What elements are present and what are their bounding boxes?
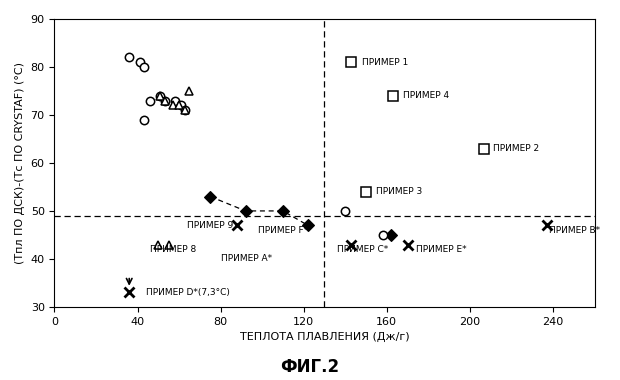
Text: ПРИМЕР D*(7,3°C): ПРИМЕР D*(7,3°C) — [146, 288, 230, 297]
Text: ПРИМЕР 8: ПРИМЕР 8 — [150, 245, 197, 254]
Text: ПРИМЕР F*: ПРИМЕР F* — [258, 226, 308, 234]
Y-axis label: (Тпл ПО ДСК)-(Тс ПО CRYSTAF) (°C): (Тпл ПО ДСК)-(Тс ПО CRYSTAF) (°C) — [15, 62, 25, 264]
Text: ПРИМЕР 2: ПРИМЕР 2 — [493, 144, 539, 153]
Text: ПРИМЕР 3: ПРИМЕР 3 — [376, 187, 423, 196]
Text: ПРИМЕР 1: ПРИМЕР 1 — [362, 58, 408, 66]
Text: ПРИМЕР 4: ПРИМЕР 4 — [404, 91, 450, 100]
Text: ПРИМЕР 9: ПРИМЕР 9 — [187, 221, 234, 230]
Text: ПРИМЕР B*: ПРИМЕР B* — [549, 226, 600, 234]
Text: ПРИМЕР C*: ПРИМЕР C* — [337, 245, 388, 254]
Text: ПРИМЕР E*: ПРИМЕР E* — [416, 245, 466, 254]
X-axis label: ТЕПЛОТА ПЛАВЛЕНИЯ (Дж/г): ТЕПЛОТА ПЛАВЛЕНИЯ (Дж/г) — [240, 332, 409, 342]
Text: ПРИМЕР A*: ПРИМЕР A* — [221, 254, 272, 263]
Text: ФИГ.2: ФИГ.2 — [280, 358, 340, 376]
